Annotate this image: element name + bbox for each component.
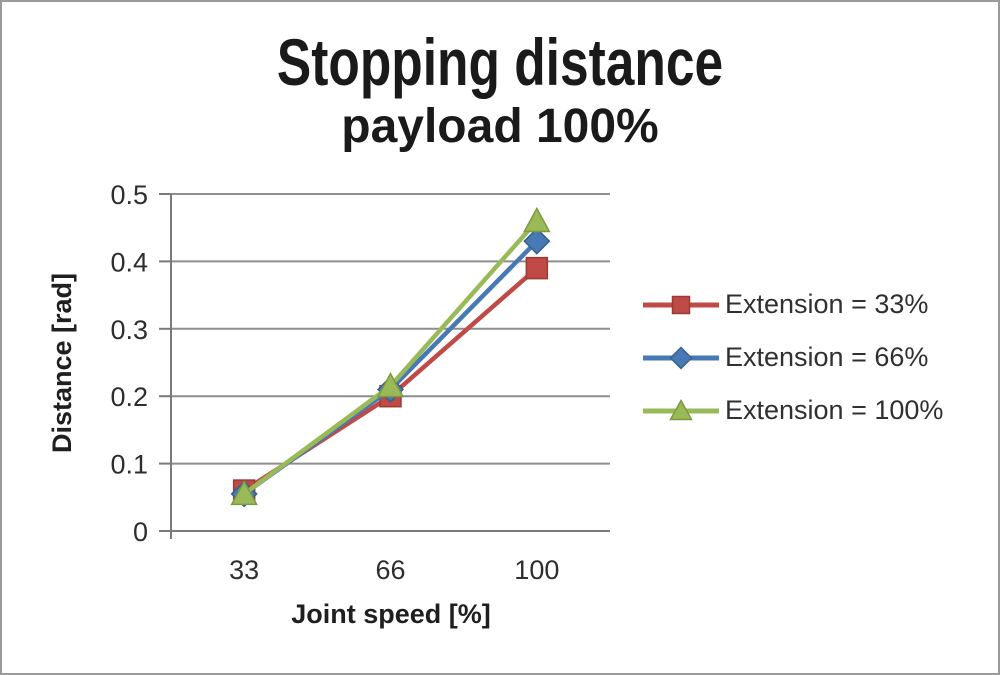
chart-title: Stopping distance [276,25,724,99]
y-tick-label: 0.3 [110,315,148,345]
series-lines [230,206,551,508]
x-tick-label: 33 [229,555,259,585]
series-line-diamond [242,239,539,496]
tick-labels: 0 0.1 0.2 0.3 0.4 0.5 33 66 100 [110,180,559,585]
y-tick-label: 0 [133,517,148,547]
data-point-marker-triangle [376,372,405,398]
legend-diamond-marker-icon [643,345,719,370]
legend-marker-shape [671,295,691,314]
x-axis-title: Joint speed [%] [291,599,491,629]
legend-marker-shape [669,398,693,420]
legend-item: Extension = 66% [642,331,943,384]
legend: Extension = 33% Extension = 66% Extension … [642,278,943,437]
legend-triangle-marker-icon [643,398,719,420]
axes [159,193,610,539]
y-tick-label: 0.5 [110,180,148,210]
gridlines [171,193,610,465]
chart-subtitle: payload 100% [341,100,659,153]
legend-square-marker-icon [643,295,719,314]
legend-label: Extension = 66% [725,342,929,372]
legend-label: Extension = 33% [725,289,929,319]
data-point-marker-triangle [230,479,258,506]
legend-marker-shape [669,345,693,370]
y-tick-label: 0.4 [110,247,148,277]
legend-item: Extension = 100% [642,384,943,437]
data-point-marker-square [525,256,549,280]
x-tick-label: 66 [375,555,405,585]
x-tick-label: 100 [514,555,559,585]
data-point-marker-diamond [523,227,551,255]
y-tick-label: 0.2 [110,382,148,412]
data-point-marker-triangle [523,206,551,233]
legend-item: Extension = 33% [642,278,943,331]
y-tick-label: 0.1 [110,450,148,480]
legend-label: Extension = 100% [725,395,944,425]
y-axis-title: Distance [rad] [47,273,77,453]
